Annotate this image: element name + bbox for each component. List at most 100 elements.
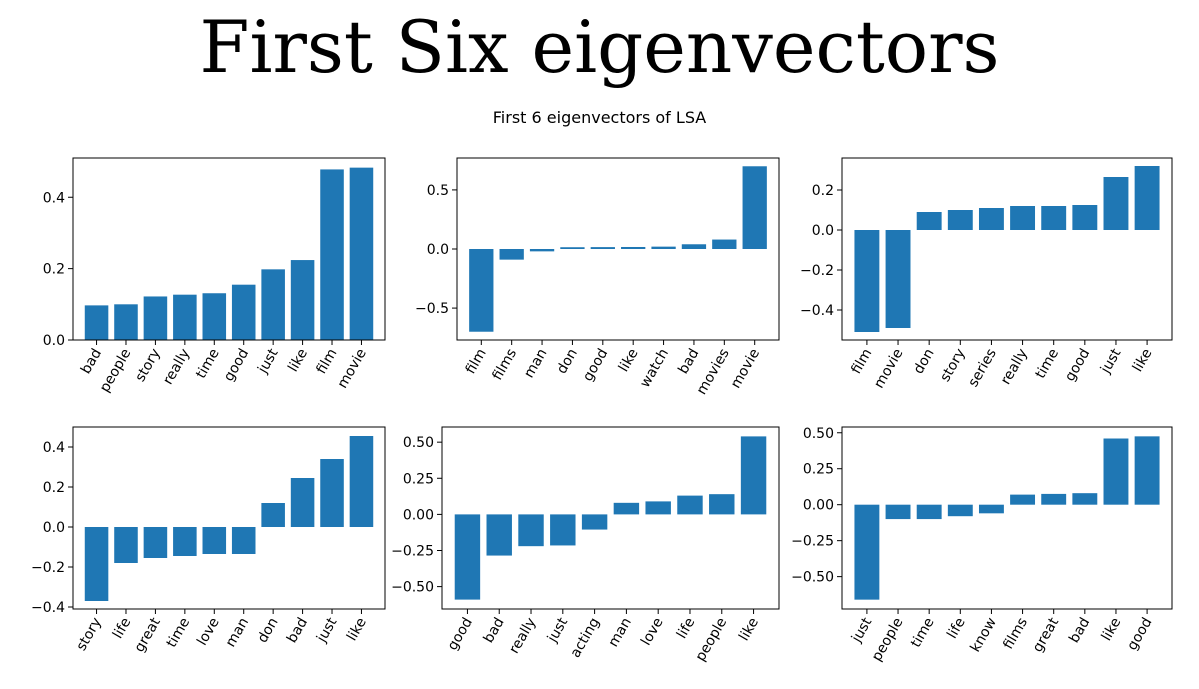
bar bbox=[1072, 205, 1098, 230]
x-tick-label: don bbox=[255, 615, 282, 646]
x-tick-label: life bbox=[110, 615, 135, 641]
x-tick-label: really bbox=[998, 346, 1031, 388]
bar bbox=[1010, 206, 1036, 230]
y-tick-label: −0.2 bbox=[31, 560, 65, 576]
y-tick-label: 0.2 bbox=[43, 262, 65, 278]
y-tick-label: 0.00 bbox=[803, 498, 834, 514]
axes-frame bbox=[441, 426, 780, 610]
bar bbox=[114, 527, 138, 563]
bar bbox=[469, 249, 494, 332]
bar bbox=[712, 239, 737, 249]
x-tick-label: film bbox=[848, 346, 875, 377]
x-tick-label: bad bbox=[1066, 615, 1093, 646]
bar bbox=[978, 208, 1004, 230]
y-tick-label: 0.0 bbox=[427, 242, 449, 258]
x-tick-label: watch bbox=[637, 346, 672, 390]
bar bbox=[320, 169, 344, 340]
x-tick-label: series bbox=[965, 346, 1000, 390]
x-tick-label: film bbox=[463, 346, 490, 377]
y-tick-label: −0.25 bbox=[391, 544, 434, 560]
bar bbox=[486, 514, 512, 556]
y-tick-label: −0.50 bbox=[791, 570, 834, 586]
x-tick-label: films bbox=[489, 346, 520, 383]
bar bbox=[454, 514, 481, 600]
x-tick-label: just bbox=[848, 615, 875, 646]
bar bbox=[677, 495, 703, 515]
y-tick-label: 0.4 bbox=[43, 190, 65, 206]
figure-suptitle: First 6 eigenvectors of LSA bbox=[492, 108, 707, 127]
bar bbox=[581, 514, 608, 530]
x-tick-label: good bbox=[445, 615, 476, 653]
bar bbox=[349, 167, 374, 340]
x-tick-label: film bbox=[313, 346, 340, 377]
bar bbox=[1010, 494, 1036, 505]
x-tick-label: bad bbox=[481, 615, 508, 646]
y-tick-label: 0.0 bbox=[43, 333, 65, 349]
bar bbox=[173, 294, 197, 340]
axes-frame bbox=[841, 426, 1173, 610]
x-tick-label: good bbox=[1062, 346, 1093, 384]
x-tick-label: don bbox=[554, 346, 581, 377]
x-tick-label: movie bbox=[871, 346, 906, 391]
y-tick-label: 0.0 bbox=[812, 223, 834, 239]
x-tick-label: time bbox=[193, 346, 223, 381]
bar bbox=[854, 504, 880, 600]
y-tick-label: 0.50 bbox=[403, 435, 434, 451]
x-tick-label: good bbox=[580, 346, 611, 384]
x-tick-label: really bbox=[506, 615, 539, 657]
bar bbox=[590, 247, 615, 249]
bar bbox=[681, 244, 707, 249]
bar bbox=[1041, 493, 1067, 505]
bar bbox=[978, 504, 1004, 514]
y-tick-label: −0.25 bbox=[791, 534, 834, 550]
x-tick-label: love bbox=[194, 615, 223, 648]
bar bbox=[261, 269, 285, 340]
x-tick-label: like bbox=[616, 346, 642, 375]
bar bbox=[529, 249, 555, 252]
x-tick-label: great bbox=[1030, 615, 1063, 655]
bar bbox=[290, 260, 315, 340]
bar bbox=[613, 502, 640, 515]
bar bbox=[885, 230, 911, 328]
axes-frame bbox=[72, 157, 386, 341]
axes-frame bbox=[841, 157, 1173, 341]
bar bbox=[1041, 206, 1067, 230]
bar bbox=[651, 246, 676, 249]
bar bbox=[1134, 166, 1160, 230]
bar bbox=[231, 527, 256, 554]
bar bbox=[916, 212, 942, 230]
bar bbox=[290, 478, 315, 527]
x-tick-label: movie bbox=[728, 346, 763, 391]
x-tick-label: like bbox=[285, 346, 311, 375]
bar bbox=[173, 527, 197, 556]
y-tick-label: −0.4 bbox=[800, 303, 834, 319]
y-tick-label: 0.2 bbox=[812, 183, 834, 199]
x-tick-label: good bbox=[1124, 615, 1155, 653]
bar bbox=[1103, 438, 1129, 505]
x-tick-label: man bbox=[223, 615, 252, 650]
x-tick-label: like bbox=[736, 615, 762, 644]
bar bbox=[231, 284, 256, 340]
bar bbox=[916, 504, 942, 520]
y-tick-label: 0.00 bbox=[403, 507, 434, 523]
x-tick-label: man bbox=[521, 346, 550, 381]
bar bbox=[740, 436, 767, 515]
x-tick-label: just bbox=[313, 615, 340, 646]
x-tick-label: bad bbox=[78, 346, 105, 377]
y-tick-label: 0.4 bbox=[43, 440, 65, 456]
x-tick-label: like bbox=[1130, 346, 1156, 375]
x-tick-label: movie bbox=[335, 346, 370, 391]
bar bbox=[550, 514, 576, 546]
bar bbox=[499, 249, 524, 260]
x-tick-label: just bbox=[254, 346, 281, 377]
bar bbox=[742, 166, 767, 249]
x-tick-label: time bbox=[164, 615, 194, 650]
bar bbox=[947, 210, 973, 230]
x-tick-label: story bbox=[937, 346, 969, 385]
x-tick-label: time bbox=[908, 615, 938, 650]
